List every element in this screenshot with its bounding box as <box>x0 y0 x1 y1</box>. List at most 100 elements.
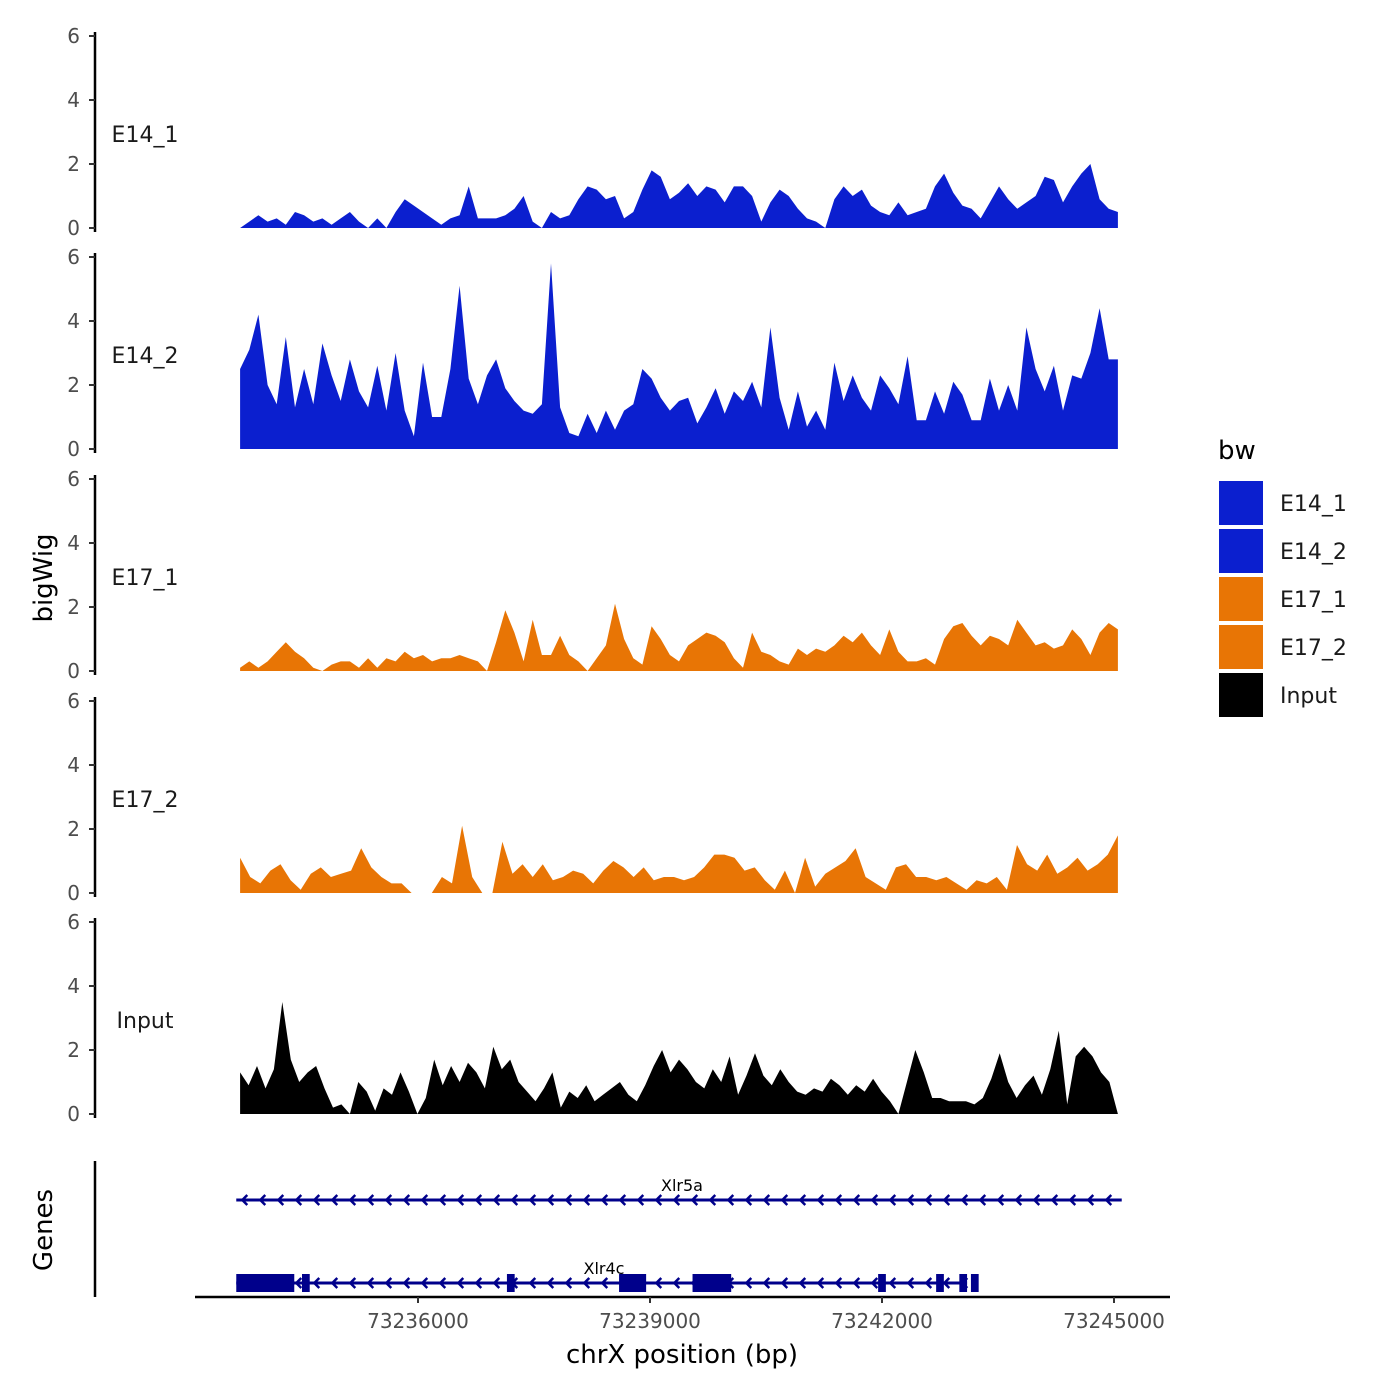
strand-arrow <box>1032 1194 1041 1206</box>
strand-arrow <box>636 1194 645 1206</box>
signal-area <box>240 1002 1118 1114</box>
y-tick-label: 0 <box>67 881 80 905</box>
strand-arrow <box>294 1277 303 1289</box>
strand-arrow <box>510 1194 519 1206</box>
genes-axis-title: Genes <box>29 1189 59 1271</box>
strand-arrow <box>690 1194 699 1206</box>
exon <box>878 1274 886 1292</box>
legend-label: E14_2 <box>1280 540 1347 565</box>
strand-arrow <box>348 1277 357 1289</box>
strand-arrow <box>942 1277 951 1289</box>
strand-arrow <box>330 1194 339 1206</box>
strand-arrow <box>906 1277 915 1289</box>
strand-arrow <box>672 1194 681 1206</box>
track-label: E14_1 <box>112 123 179 148</box>
y-tick-label: 4 <box>67 309 80 333</box>
strand-arrow <box>834 1194 843 1206</box>
x-tick-label: 73236000 <box>367 1309 469 1333</box>
strand-arrow <box>924 1194 933 1206</box>
signal-area <box>240 164 1118 228</box>
strand-arrow <box>672 1277 681 1289</box>
strand-arrow <box>888 1277 897 1289</box>
strand-arrow <box>798 1194 807 1206</box>
strand-arrow <box>600 1194 609 1206</box>
gene-xlr4c: Xlr4c <box>236 1259 979 1292</box>
strand-arrow <box>582 1277 591 1289</box>
strand-arrow <box>906 1194 915 1206</box>
strand-arrow <box>978 1194 987 1206</box>
strand-arrow <box>546 1277 555 1289</box>
track-e17-2: 0 2 4 6 E17_2 <box>67 689 1118 905</box>
legend-item: E14_2 <box>1219 529 1347 573</box>
y-tick-label: 6 <box>67 245 80 269</box>
legend-swatch <box>1219 625 1263 669</box>
strand-arrow <box>366 1194 375 1206</box>
legend-swatch <box>1219 673 1263 717</box>
legend-item: E17_1 <box>1219 577 1347 621</box>
strand-arrow <box>1068 1194 1077 1206</box>
strand-arrow <box>1014 1194 1023 1206</box>
y-tick-label: 6 <box>67 910 80 934</box>
track-label: E17_2 <box>112 788 179 813</box>
exon <box>692 1274 732 1292</box>
strand-arrow <box>1050 1194 1059 1206</box>
strand-arrow <box>564 1194 573 1206</box>
track-label: E17_1 <box>112 566 179 591</box>
strand-arrow <box>456 1277 465 1289</box>
strand-arrow <box>312 1194 321 1206</box>
y-tick-label: 4 <box>67 974 80 998</box>
strand-arrow <box>528 1277 537 1289</box>
strand-arrow <box>546 1194 555 1206</box>
gene-track: Xlr5a Xlr4c <box>93 1161 1122 1297</box>
strand-arrow <box>870 1194 879 1206</box>
signal-area <box>240 603 1118 671</box>
track-e17-1: 0 2 4 6 E17_1 <box>67 467 1118 683</box>
strand-arrow <box>420 1277 429 1289</box>
legend-item: E14_1 <box>1219 481 1347 525</box>
x-axis: 73236000 73239000 73242000 73245000 <box>195 1295 1170 1333</box>
exon <box>302 1274 310 1292</box>
y-tick-label: 0 <box>67 216 80 240</box>
legend-label: E17_2 <box>1280 636 1347 661</box>
strand-arrow <box>852 1194 861 1206</box>
strand-arrow <box>762 1194 771 1206</box>
strand-arrow <box>330 1277 339 1289</box>
y-tick-label: 6 <box>67 689 80 713</box>
strand-arrow <box>474 1277 483 1289</box>
exon <box>619 1274 647 1292</box>
exon <box>970 1274 979 1292</box>
strand-arrow <box>888 1194 897 1206</box>
strand-arrow <box>1104 1194 1113 1206</box>
strand-arrow <box>492 1194 501 1206</box>
legend-item: E17_2 <box>1219 625 1347 669</box>
strand-arrow <box>492 1277 501 1289</box>
legend-item: Input <box>1219 673 1337 717</box>
strand-arrow <box>870 1277 879 1289</box>
strand-arrow <box>564 1277 573 1289</box>
strand-arrow <box>582 1194 591 1206</box>
y-tick-label: 0 <box>67 1102 80 1126</box>
strand-arrow <box>438 1277 447 1289</box>
track-e14-1: 0 2 4 6 E14_1 <box>67 24 1118 240</box>
x-tick-label: 73245000 <box>1063 1309 1165 1333</box>
gene-xlr5a: Xlr5a <box>236 1176 1122 1206</box>
strand-arrow <box>276 1194 285 1206</box>
y-axis-title: bigWig <box>29 533 59 622</box>
y-tick-label: 4 <box>67 753 80 777</box>
x-tick-label: 73242000 <box>831 1309 933 1333</box>
strand-arrow <box>384 1194 393 1206</box>
strand-arrow <box>312 1277 321 1289</box>
strand-arrow <box>420 1194 429 1206</box>
strand-arrow <box>834 1277 843 1289</box>
strand-arrow <box>762 1277 771 1289</box>
strand-arrow <box>438 1194 447 1206</box>
y-tick-label: 2 <box>67 817 80 841</box>
legend-swatch <box>1219 529 1263 573</box>
strand-arrow <box>366 1277 375 1289</box>
strand-arrow <box>258 1194 267 1206</box>
signal-area <box>240 825 1118 893</box>
strand-arrow <box>780 1194 789 1206</box>
y-tick-label: 2 <box>67 595 80 619</box>
strand-arrow <box>600 1277 609 1289</box>
